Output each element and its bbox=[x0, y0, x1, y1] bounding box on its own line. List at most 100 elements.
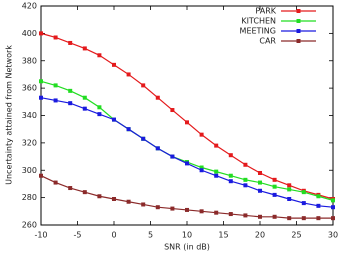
point bbox=[258, 188, 262, 193]
point bbox=[228, 179, 233, 184]
point bbox=[53, 35, 58, 40]
point bbox=[214, 169, 219, 174]
point bbox=[228, 212, 233, 217]
point bbox=[258, 214, 262, 219]
x-tick-label: 25 bbox=[291, 231, 301, 240]
point bbox=[214, 210, 219, 215]
point bbox=[272, 177, 277, 182]
point bbox=[214, 173, 219, 178]
point bbox=[53, 180, 58, 185]
y-tick-label: 400 bbox=[22, 29, 37, 38]
legend-marker bbox=[296, 29, 301, 33]
point bbox=[112, 196, 116, 201]
x-tick-label: 5 bbox=[148, 231, 153, 240]
legend-marker bbox=[296, 9, 301, 13]
x-tick-label: -5 bbox=[74, 231, 82, 240]
legend-label: MEETING bbox=[240, 27, 276, 36]
point bbox=[185, 161, 189, 166]
point bbox=[316, 203, 321, 208]
point bbox=[331, 216, 335, 221]
point bbox=[214, 143, 219, 148]
point bbox=[126, 127, 131, 132]
point bbox=[185, 120, 189, 125]
y-tick-label: 320 bbox=[22, 138, 37, 147]
point bbox=[258, 180, 262, 185]
y-tick-label: 420 bbox=[22, 2, 37, 11]
legend-label: CAR bbox=[259, 37, 276, 46]
point bbox=[199, 209, 204, 214]
point bbox=[170, 206, 175, 211]
point bbox=[97, 194, 102, 199]
point bbox=[155, 95, 160, 100]
point bbox=[112, 62, 116, 67]
legend-label: PARK bbox=[255, 7, 276, 16]
point bbox=[170, 108, 175, 113]
point bbox=[287, 216, 292, 221]
point bbox=[141, 83, 146, 88]
y-tick-label: 380 bbox=[22, 56, 37, 65]
point bbox=[68, 88, 73, 93]
legend-marker bbox=[296, 19, 301, 23]
point bbox=[301, 190, 306, 195]
point bbox=[287, 196, 292, 201]
point bbox=[331, 198, 335, 203]
point bbox=[39, 173, 43, 178]
x-tick-label: 15 bbox=[218, 231, 228, 240]
series-line bbox=[40, 32, 334, 200]
x-tick-label: 10 bbox=[182, 231, 192, 240]
y-tick-label: 280 bbox=[22, 193, 37, 202]
x-tick-label: -10 bbox=[34, 231, 47, 240]
point bbox=[228, 153, 233, 158]
point bbox=[331, 205, 335, 210]
point bbox=[126, 72, 131, 77]
point bbox=[243, 162, 248, 167]
point bbox=[53, 98, 58, 103]
point bbox=[68, 186, 73, 191]
point bbox=[243, 213, 248, 218]
point bbox=[155, 205, 160, 210]
point bbox=[185, 207, 189, 212]
legend-label: KITCHEN bbox=[241, 17, 276, 26]
point bbox=[301, 201, 306, 206]
x-tick-label: 30 bbox=[328, 231, 338, 240]
point bbox=[287, 183, 292, 188]
point bbox=[82, 106, 87, 111]
point bbox=[97, 53, 102, 58]
point bbox=[316, 194, 321, 199]
point bbox=[243, 177, 248, 182]
point bbox=[272, 192, 277, 197]
point bbox=[68, 40, 73, 45]
point bbox=[39, 95, 43, 100]
point bbox=[141, 136, 146, 141]
x-axis-label: SNR (in dB) bbox=[164, 243, 210, 252]
point bbox=[316, 216, 321, 221]
point bbox=[155, 146, 160, 151]
legend-marker bbox=[296, 39, 301, 43]
y-tick-label: 300 bbox=[22, 166, 37, 175]
point bbox=[272, 184, 277, 189]
point bbox=[301, 216, 306, 221]
x-tick-label: 0 bbox=[111, 231, 116, 240]
point bbox=[97, 105, 102, 110]
point bbox=[82, 190, 87, 195]
point bbox=[39, 31, 43, 36]
point bbox=[258, 170, 262, 175]
x-tick-label: 20 bbox=[255, 231, 265, 240]
point bbox=[112, 117, 116, 122]
point bbox=[287, 187, 292, 192]
y-axis-label: Uncertainty attained from Network bbox=[5, 45, 14, 185]
point bbox=[199, 165, 204, 170]
point bbox=[243, 183, 248, 188]
point bbox=[126, 199, 131, 204]
point bbox=[82, 46, 87, 51]
point bbox=[82, 95, 87, 100]
point bbox=[53, 83, 58, 88]
point bbox=[97, 112, 102, 117]
point bbox=[39, 79, 43, 84]
y-tick-label: 340 bbox=[22, 111, 37, 120]
point bbox=[228, 173, 233, 178]
point bbox=[199, 132, 204, 137]
point bbox=[272, 214, 277, 219]
y-tick-label: 260 bbox=[22, 221, 37, 230]
